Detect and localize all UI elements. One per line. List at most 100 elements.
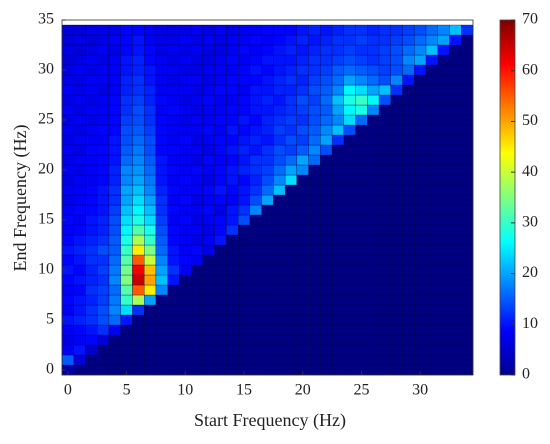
heatmap-cell (85, 244, 98, 256)
heatmap-cell (73, 194, 86, 206)
heatmap-cell (97, 44, 110, 56)
heatmap-cell (237, 124, 251, 136)
heatmap-cell (308, 54, 321, 66)
heatmap-cell (414, 224, 427, 236)
heatmap-cell (202, 124, 215, 136)
heatmap-cell (284, 54, 298, 66)
heatmap-cell (261, 94, 274, 106)
heatmap-cell (378, 104, 391, 116)
heatmap-cell (202, 44, 215, 56)
heatmap-cell (355, 214, 368, 226)
heatmap-cell (320, 264, 333, 276)
heatmap-cell (202, 54, 215, 66)
heatmap-cell (73, 254, 86, 266)
heatmap-cell (202, 204, 215, 216)
heatmap-cell (97, 304, 110, 316)
heatmap-cell (367, 214, 380, 226)
heatmap-cell (331, 104, 344, 116)
heatmap-cell (261, 134, 274, 146)
heatmap-cell (343, 294, 356, 306)
heatmap-cell (155, 284, 168, 296)
heatmap-cell (132, 304, 145, 316)
heatmap-cell (331, 314, 344, 326)
heatmap-cell (437, 124, 450, 136)
heatmap-cell (425, 244, 438, 256)
heatmap-cell (214, 304, 227, 316)
heatmap-cell (73, 154, 86, 166)
heatmap-cell (308, 144, 321, 156)
heatmap-cell (261, 84, 274, 96)
heatmap-cell (308, 114, 321, 126)
heatmap-cell (155, 224, 168, 236)
heatmap-cell (437, 44, 450, 56)
heatmap-cell (202, 334, 215, 346)
heatmap-cell (331, 164, 344, 176)
heatmap-cell (249, 44, 262, 56)
heatmap-cell (132, 234, 145, 246)
heatmap-cell (273, 314, 286, 326)
heatmap-cell (85, 84, 98, 96)
heatmap-cell (61, 304, 74, 316)
heatmap-cell (261, 274, 274, 286)
heatmap-cell (214, 44, 227, 56)
heatmap-cell (249, 144, 262, 156)
heatmap-cell (85, 294, 98, 306)
heatmap-cell (179, 224, 192, 236)
heatmap-cell (449, 354, 462, 366)
heatmap-cell (308, 84, 321, 96)
heatmap-cell (179, 184, 192, 196)
heatmap-cell (414, 254, 427, 266)
heatmap-cell (414, 124, 427, 136)
heatmap-cell (120, 164, 133, 176)
heatmap-cell (97, 334, 110, 346)
heatmap-cell (343, 234, 356, 246)
heatmap-cell (437, 194, 450, 206)
heatmap-cell (108, 54, 121, 66)
heatmap-cell (226, 64, 239, 76)
heatmap-cell (179, 24, 192, 36)
heatmap-cell (367, 144, 380, 156)
heatmap-cell (132, 364, 145, 376)
heatmap-cell (284, 64, 298, 76)
heatmap-cell (425, 54, 438, 66)
heatmap-cell (249, 54, 262, 66)
heatmap-cell (202, 214, 215, 226)
heatmap-cell (414, 134, 427, 146)
heatmap-cell (367, 204, 380, 216)
heatmap-cell (378, 154, 391, 166)
heatmap-cell (120, 184, 133, 196)
heatmap-cell (97, 274, 110, 286)
heatmap-cell (402, 224, 415, 236)
heatmap-cell (320, 334, 333, 346)
heatmap-cell (308, 234, 321, 246)
heatmap-cell (273, 214, 286, 226)
heatmap-cell (273, 334, 286, 346)
heatmap-cell (179, 344, 192, 356)
heatmap-cell (425, 44, 438, 56)
heatmap-cell (402, 364, 415, 376)
heatmap-cell (167, 104, 180, 116)
heatmap-cell (425, 344, 438, 356)
colorbar-tick-label: 60 (522, 61, 538, 78)
heatmap-cell (214, 324, 227, 336)
heatmap-cell (144, 214, 157, 226)
heatmap-cell (120, 134, 133, 146)
heatmap-cell (273, 304, 286, 316)
heatmap-cell (308, 304, 321, 316)
heatmap-cell (226, 244, 239, 256)
heatmap-cell (120, 254, 133, 266)
heatmap-cell (179, 34, 192, 46)
heatmap-cell (355, 184, 368, 196)
heatmap-cell (296, 334, 309, 346)
heatmap-cell (414, 244, 427, 256)
heatmap-cell (273, 294, 286, 306)
heatmap-cell (108, 24, 121, 36)
heatmap-cell (390, 224, 403, 236)
heatmap-cell (167, 204, 180, 216)
heatmap-cell (390, 34, 403, 46)
heatmap-cell (461, 194, 474, 206)
heatmap-cell (308, 274, 321, 286)
heatmap-cell (273, 34, 286, 46)
heatmap-cell (132, 344, 145, 356)
heatmap-cell (179, 294, 192, 306)
